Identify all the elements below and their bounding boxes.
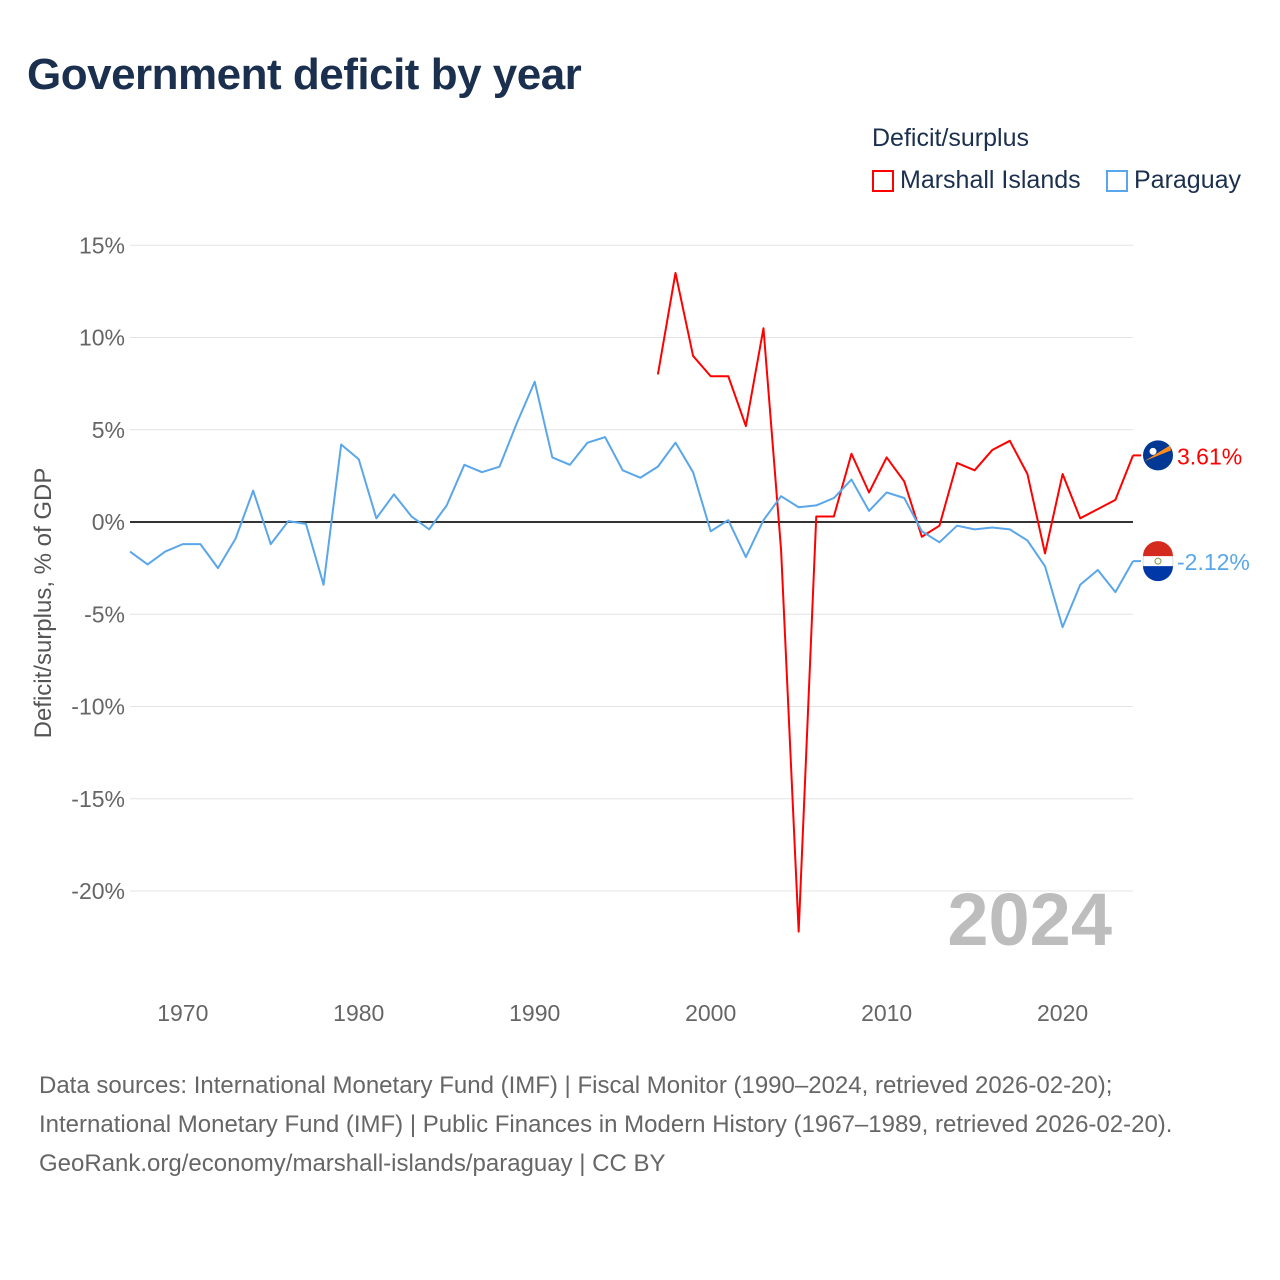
- x-tick-label: 2020: [1037, 1000, 1088, 1026]
- y-axis-label: Deficit/surplus, % of GDP: [30, 468, 57, 739]
- series-line-marshall-islands: [656, 271, 1134, 933]
- legend-swatch: [1106, 169, 1128, 192]
- flag-stripe: [1144, 445, 1171, 462]
- end-value-label: 3.61%: [1177, 443, 1242, 469]
- y-tick-label: -20%: [71, 878, 125, 904]
- chart-title: Government deficit by year: [27, 50, 582, 99]
- legend-label: Marshall Islands: [900, 166, 1081, 194]
- y-tick-label: -5%: [84, 601, 125, 627]
- y-tick-label: 15%: [79, 232, 125, 258]
- flag-emblem: [1154, 557, 1162, 565]
- y-tick-label: 5%: [92, 417, 125, 443]
- x-tick-label: 2010: [861, 1000, 912, 1026]
- data-sources: Data sources: International Monetary Fun…: [39, 1072, 1173, 1138]
- x-tick-label: 1980: [333, 1000, 384, 1026]
- flag-star: [1149, 447, 1157, 455]
- legend-item-marshall-islands[interactable]: Marshall Islands: [872, 166, 1081, 195]
- footer: Data sources: International Monetary Fun…: [39, 1066, 1239, 1183]
- x-tick-label: 1990: [509, 1000, 560, 1026]
- flag-stripe: [1143, 541, 1173, 557]
- y-tick-label: -15%: [71, 786, 125, 812]
- flag-stripe: [1143, 566, 1173, 582]
- year-watermark: 2024: [947, 878, 1112, 961]
- y-tick-label: 10%: [79, 325, 125, 351]
- legend-item-paraguay[interactable]: Paraguay: [1106, 166, 1241, 195]
- legend-label: Paraguay: [1134, 166, 1242, 194]
- legend-swatch: [872, 169, 894, 192]
- y-tick-label: -10%: [71, 694, 125, 720]
- legend-title: Deficit/surplus: [872, 124, 1029, 152]
- x-tick-label: 1970: [157, 1000, 208, 1026]
- series-line-paraguay: [129, 380, 1134, 629]
- line-chart: 15% 10% 5% 0% -5% -10% -15% -20% 1970 1980 1990 200…: [30, 232, 1250, 1026]
- y-tick-label: 0%: [92, 509, 125, 535]
- end-value-label: -2.12%: [1177, 549, 1250, 575]
- source-link[interactable]: GeoRank.org/economy/marshall-islands/par…: [39, 1150, 666, 1177]
- x-tick-label: 2000: [685, 1000, 736, 1026]
